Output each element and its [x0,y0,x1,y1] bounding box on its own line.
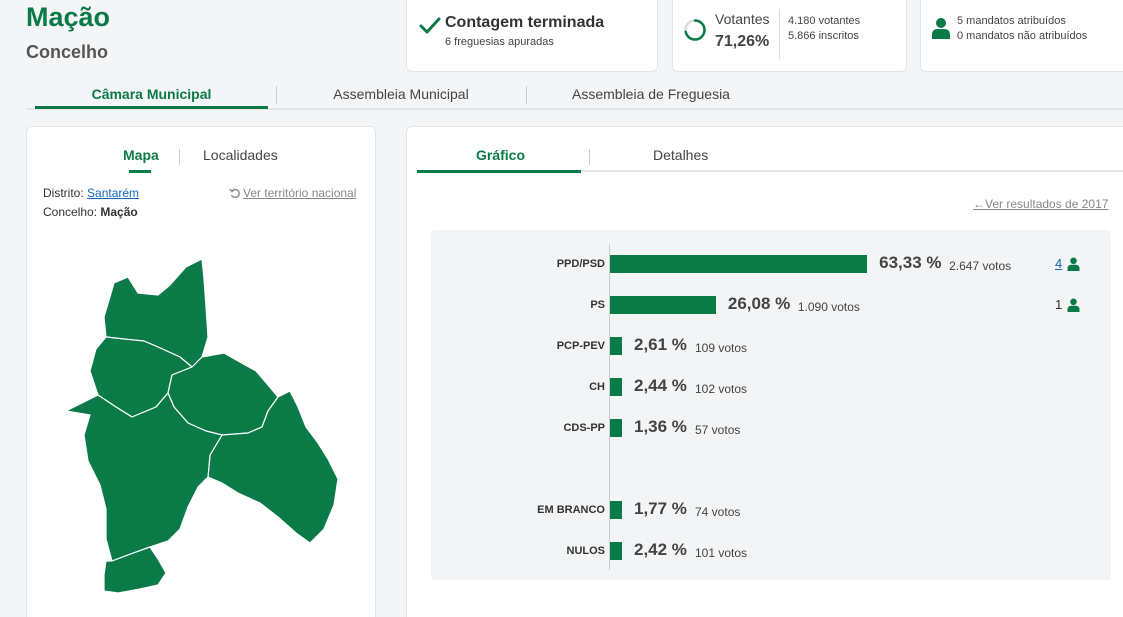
tab-assembleia-freguesia[interactable]: Assembleia de Freguesia [572,86,730,102]
active-tab-indicator [35,106,268,109]
county-map [65,258,339,594]
bar-label: CH [589,381,605,393]
count-status-card: Contagem terminada 6 freguesias apuradas [406,0,658,72]
bar-votes: 101 votos [695,546,748,560]
check-icon [419,17,441,34]
bar-percentage: 2,61 % [634,335,687,354]
count-status-title: Contagem terminada [445,14,605,31]
county-value: Mação [100,205,138,219]
chart-row: PCP-PEV 2,61 % 109 votos [431,335,1111,356]
district-link[interactable]: Santarém [87,186,140,200]
count-status-subtitle: 6 freguesias apuradas [445,36,554,48]
tab-separator [276,86,277,104]
seat-count[interactable]: 4 [1055,256,1063,271]
tab-detalhes[interactable]: Detalhes [653,147,709,163]
bar-votes: 74 votos [695,505,741,519]
tab-assembleia-municipal[interactable]: Assembleia Municipal [333,86,469,102]
district-label: Distrito: [43,186,84,200]
bar-votes: 102 votos [695,382,748,396]
bar-label: PS [590,299,605,311]
chart-axis-line [609,244,610,570]
bar-votes: 109 votos [695,341,748,355]
bar [610,419,622,437]
person-icon [1067,257,1080,271]
arrow-left-icon: ← [973,197,985,211]
results-panel: Gráfico Detalhes ←Ver resultados de 2017… [406,126,1123,617]
chart-row: CH 2,44 % 102 votos [431,376,1111,397]
district-line: Distrito: Santarém [43,186,139,200]
bar-label: NULOS [566,545,606,557]
bar [610,501,622,519]
seat-count: 1 [1055,297,1063,312]
bar-votes: 2.647 votos [949,259,1012,273]
tab-separator [526,86,527,104]
national-link-label: Ver território nacional [243,186,357,200]
seats-attributed: 5 mandatos atribuídos [957,15,1066,27]
bar-percentage: 26,08 % [727,294,791,313]
chart-row: PS 26,08 % 1.090 votos 1 [431,294,1111,315]
election-tabs: Câmara Municipal Assembleia Municipal As… [26,80,1123,110]
map-panel: Mapa Localidades Distrito: Santarém Conc… [26,126,376,617]
chart-row: EM BRANCO 1,77 % 74 votos [431,499,1111,520]
seats-card: 5 mandatos atribuídos 0 mandatos não atr… [920,0,1123,72]
map-tab-indicator [129,170,151,173]
national-territory-link[interactable]: Ver território nacional [229,186,356,200]
bar-percentage: 2,44 % [634,376,687,395]
undo-arrow-icon [229,188,240,199]
county-label: Concelho: [43,205,98,219]
tab-separator [589,149,590,165]
chart-row: CDS-PP 1,36 % 57 votos [431,417,1111,438]
chart-row: NULOS 2,42 % 101 votos [431,540,1111,561]
bar [610,542,622,560]
registered-count: 5.866 inscritos [788,30,859,42]
seats-not-attributed: 0 mandatos não atribuídos [957,30,1088,42]
previous-results-label: Ver resultados de 2017 [985,197,1109,211]
previous-results-link[interactable]: ←Ver resultados de 2017 [973,197,1108,211]
voters-count: 4.180 votantes [788,15,861,27]
bar [610,378,622,396]
tab-mapa[interactable]: Mapa [123,147,159,163]
page-subtitle: Concelho [26,42,109,62]
bar-votes: 1.090 votos [797,300,860,314]
bar [610,255,868,273]
person-icon [932,18,950,39]
county-line: Concelho: Mação [43,205,138,219]
tab-camara-municipal[interactable]: Câmara Municipal [91,86,212,102]
page-title: Mação [26,2,111,32]
bar-label: CDS-PP [563,422,605,434]
map-parish-south[interactable] [103,546,167,594]
bar [610,337,622,355]
turnout-label: Votantes [715,11,770,27]
person-icon [1067,298,1080,312]
turnout-progress-ring-icon [684,19,706,41]
bar-percentage: 63,33 % [879,253,942,272]
bar-percentage: 1,77 % [634,499,687,518]
turnout-divider [779,9,780,59]
tab-separator [179,149,180,165]
bar-percentage: 1,36 % [634,417,687,436]
tab-localidades[interactable]: Localidades [203,147,278,163]
tab-grafico[interactable]: Gráfico [476,147,526,163]
bar-label: PPD/PSD [556,258,605,270]
bar-label: PCP-PEV [556,340,605,352]
results-chart: PPD/PSD 63,33 % 2.647 votos 4 PS 26,08 % 1.090… [431,230,1111,580]
bar-percentage: 2,42 % [634,540,687,559]
results-tab-indicator [417,170,581,173]
bar [610,296,716,314]
results-tabs-baseline [417,170,1123,172]
map-parish-east[interactable] [207,390,339,544]
chart-row: PPD/PSD 63,33 % 2.647 votos 4 [431,253,1111,274]
turnout-percentage: 71,26% [715,33,770,50]
bar-label: EM BRANCO [537,504,605,516]
turnout-card: Votantes 71,26% 4.180 votantes 5.866 ins… [672,0,907,72]
bar-votes: 57 votos [695,423,741,437]
map-parish-southwest[interactable] [65,392,223,562]
